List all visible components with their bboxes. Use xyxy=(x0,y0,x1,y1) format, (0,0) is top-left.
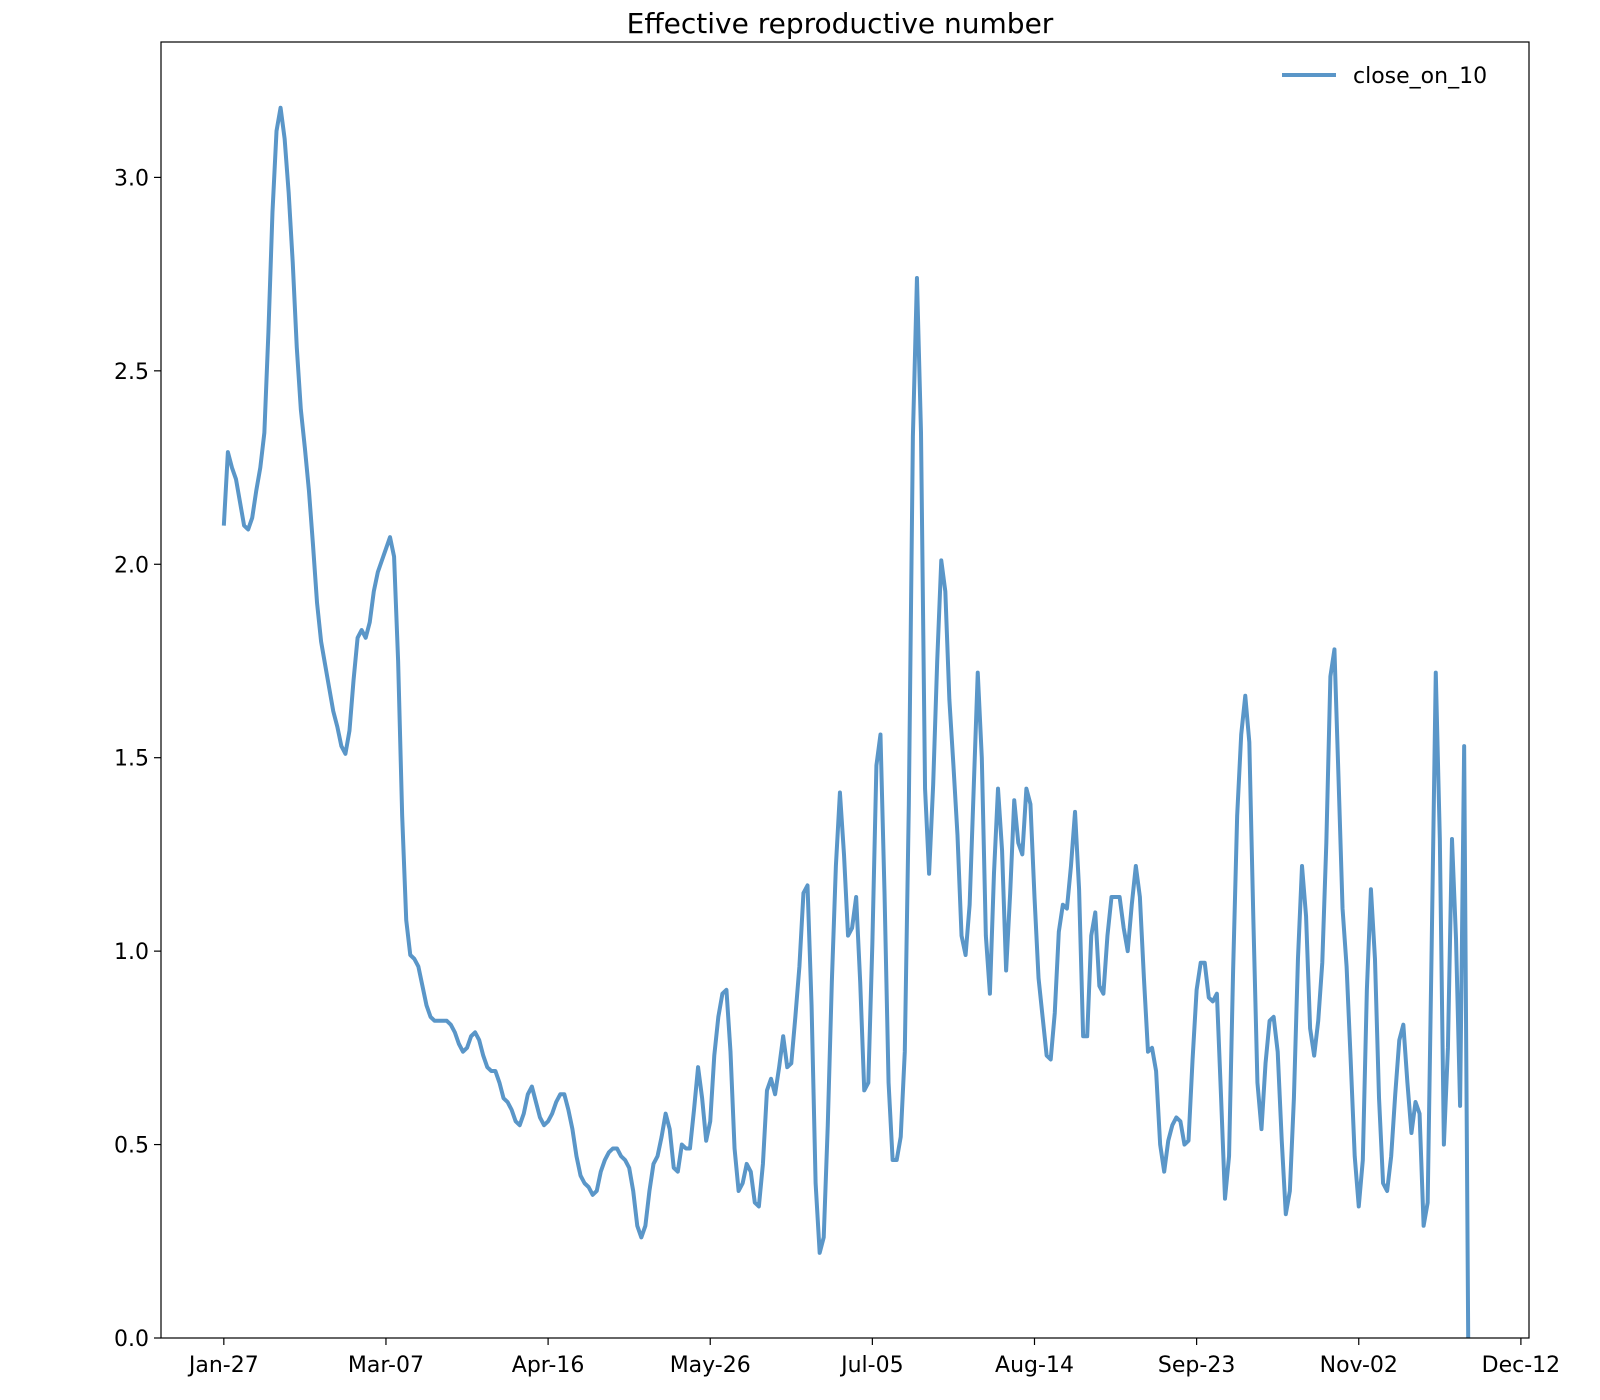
series-layer xyxy=(221,105,1471,1339)
y-tick-label: 0.0 xyxy=(114,1327,149,1352)
x-tick-label: Aug-14 xyxy=(995,1353,1074,1378)
y-tick-label: 2.0 xyxy=(114,553,149,578)
y-tick-label: 0.5 xyxy=(114,1134,149,1159)
y-tick-label: 1.0 xyxy=(114,940,149,965)
x-tick-label: Apr-16 xyxy=(512,1353,585,1378)
x-tick-label: Sep-23 xyxy=(1158,1353,1235,1378)
x-tick-label: May-26 xyxy=(670,1353,751,1378)
y-tick-label: 3.0 xyxy=(114,166,149,191)
chart-title: Effective reproductive number xyxy=(627,7,1054,40)
x-tick-label: Jan-27 xyxy=(187,1353,259,1378)
series-line-close-on-10 xyxy=(221,105,1471,1339)
legend: close_on_10 xyxy=(1282,64,1487,89)
axis-ticks: 0.0 0.5 1.0 1.5 2.0 2.5 3.0 Jan-27 Mar-07 Apr-16 M… xyxy=(114,166,1560,1378)
legend-label-close-on-10: close_on_10 xyxy=(1353,64,1487,89)
x-tick-label: Mar-07 xyxy=(348,1353,424,1378)
y-tick-label: 2.5 xyxy=(114,360,149,385)
y-tick-label: 1.5 xyxy=(114,747,149,772)
plot-frame xyxy=(160,41,1530,1339)
x-tick-label: Jul-05 xyxy=(839,1353,903,1378)
x-tick-label: Dec-12 xyxy=(1482,1353,1561,1378)
x-tick-label: Nov-02 xyxy=(1320,1353,1398,1378)
